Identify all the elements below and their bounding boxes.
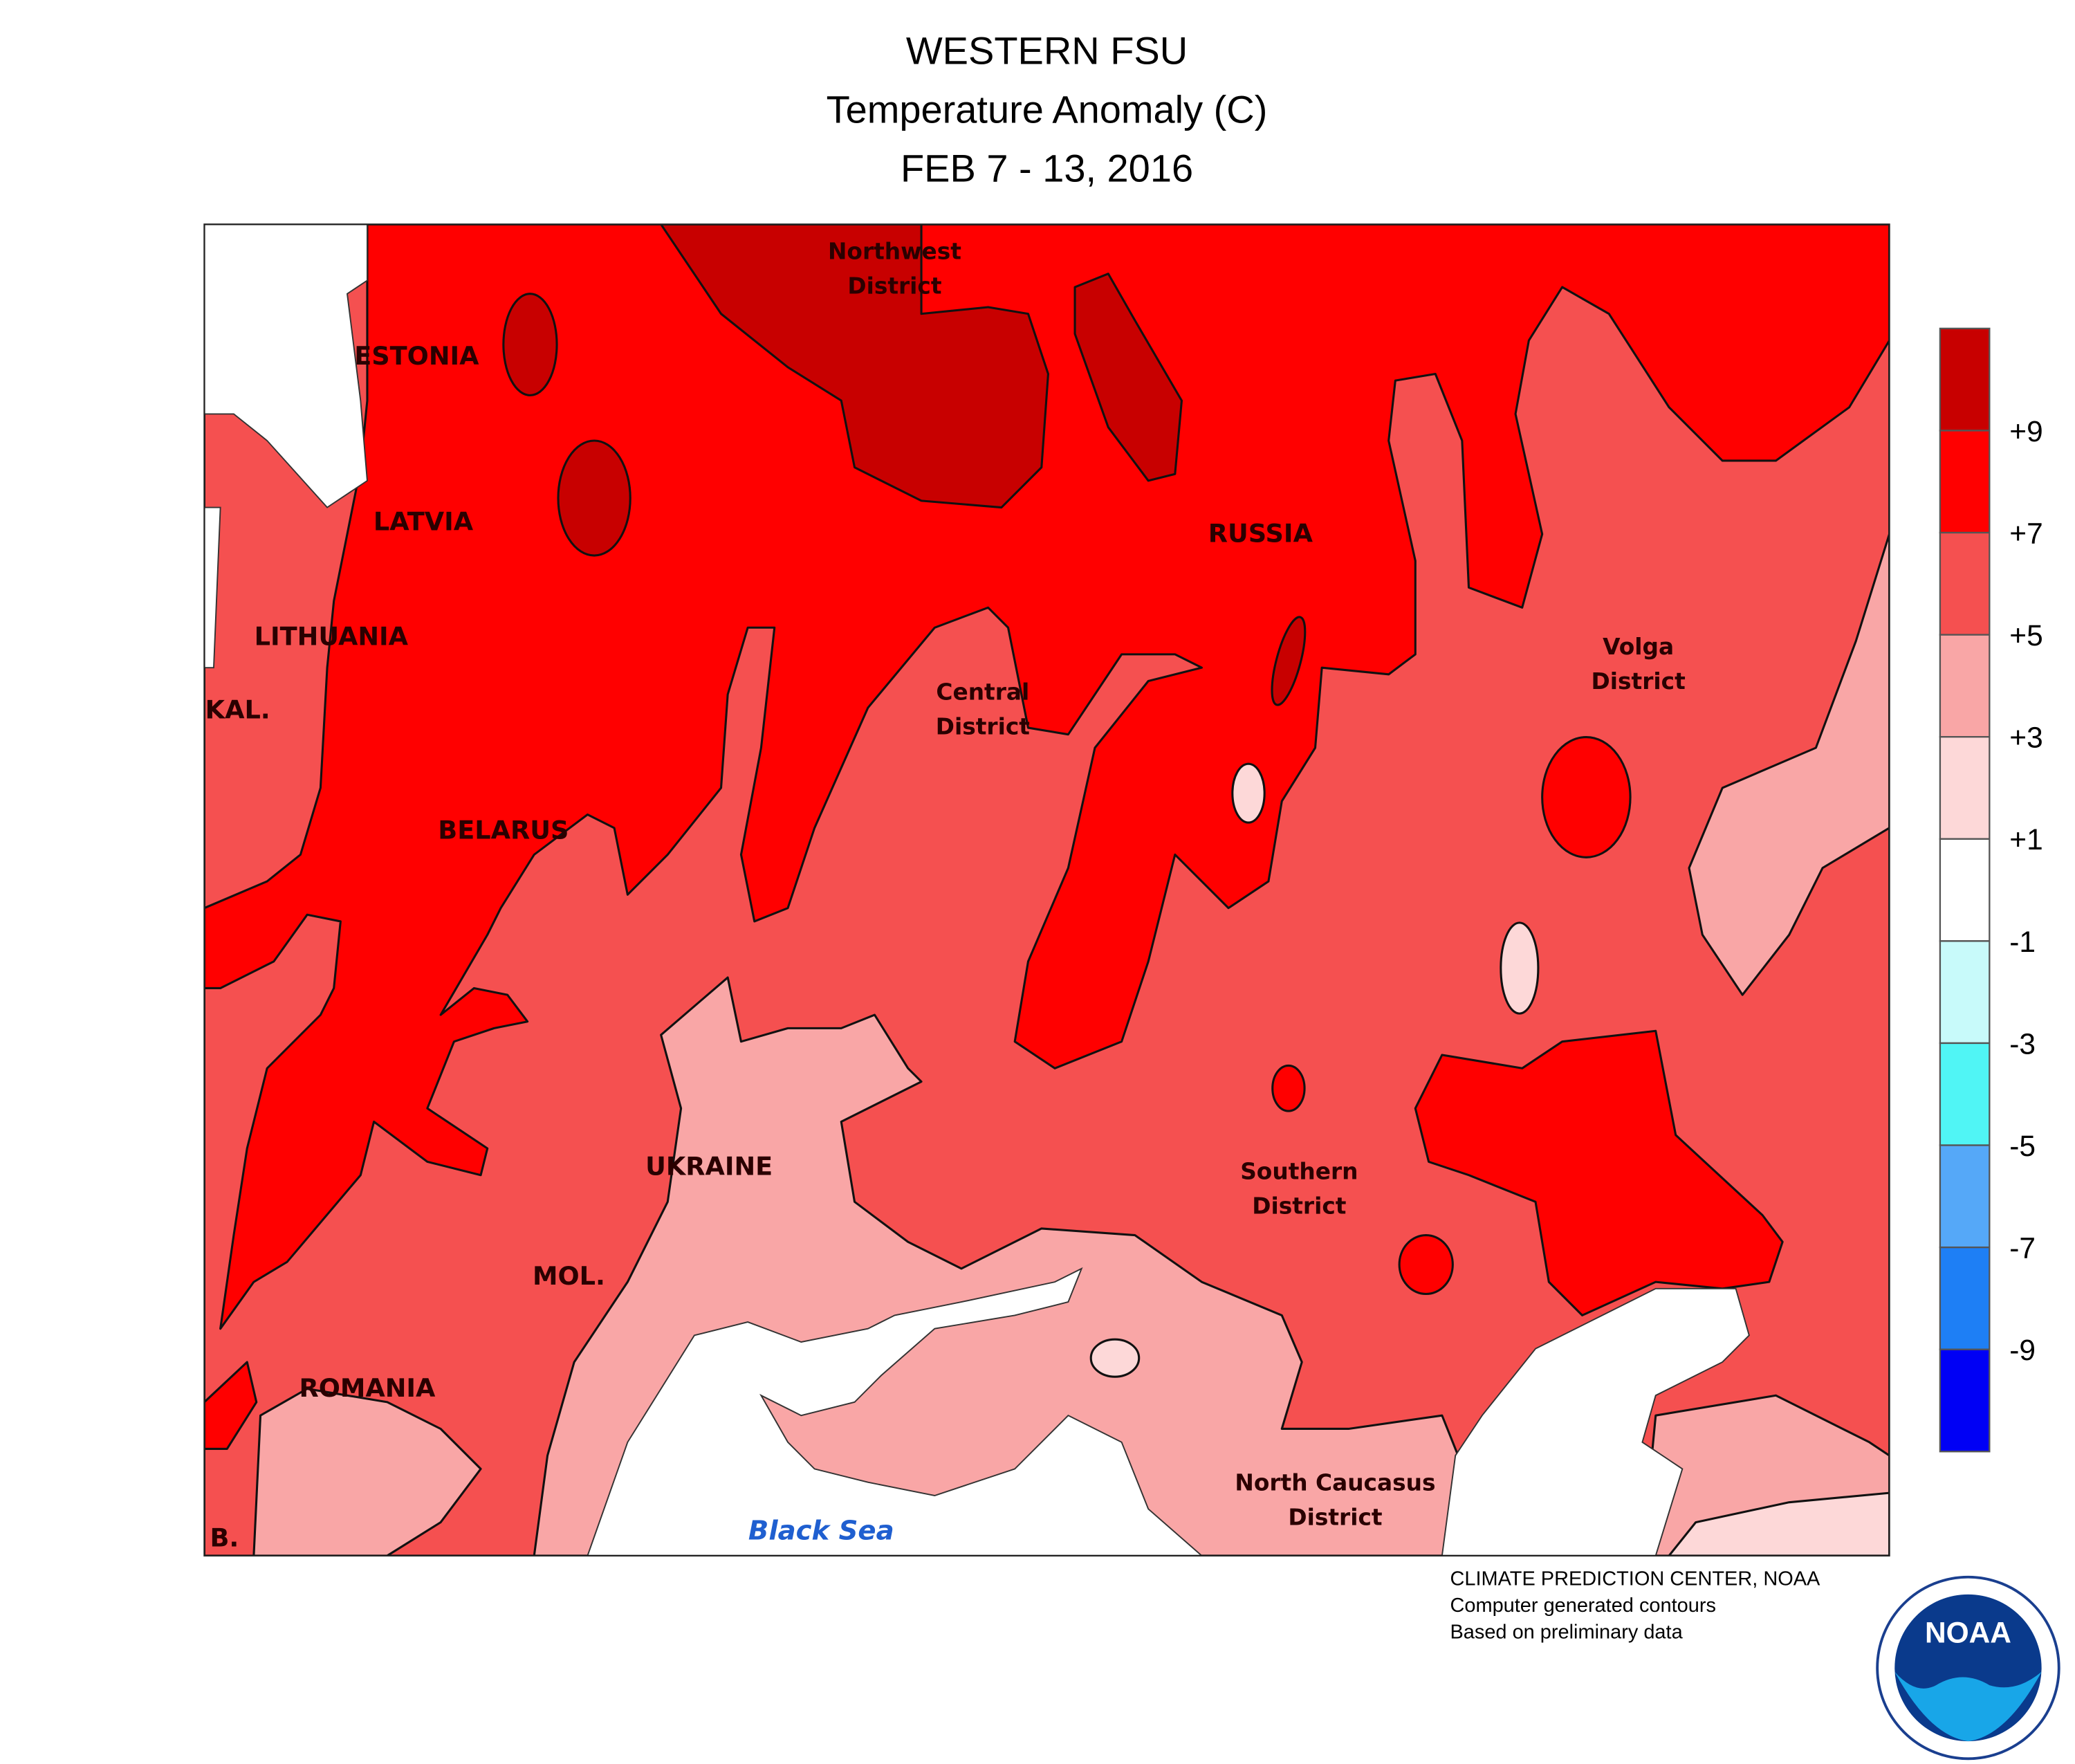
legend-label: -7 — [2009, 1232, 2036, 1265]
legend-label: +9 — [2009, 415, 2042, 448]
anomaly-zone — [1398, 1234, 1454, 1296]
credit: CLIMATE PREDICTION CENTER, NOAA — [1450, 1568, 1820, 1590]
anomaly-zone — [1073, 273, 1183, 482]
legend-swatch — [1939, 327, 1991, 432]
region-label: ROMANIA — [299, 1373, 436, 1403]
credit: Computer generated contours — [1450, 1595, 1715, 1617]
region-label: ESTONIA — [354, 341, 479, 371]
date: FEB 7 - 13, 2016 — [901, 147, 1193, 190]
legend-swatch — [1939, 1144, 1991, 1249]
legend-label: -3 — [2009, 1027, 2036, 1060]
anomaly-zone — [533, 976, 1484, 1556]
map-frame — [203, 223, 1890, 1557]
anomaly-zone — [557, 439, 631, 557]
logo-text: NOAA — [1925, 1616, 2011, 1648]
anomaly-zone — [1271, 1064, 1306, 1112]
region-label: LATVIA — [374, 506, 474, 536]
region-label: BELARUS — [438, 815, 569, 845]
legend-label: +5 — [2009, 619, 2042, 652]
caspian-sea — [1441, 1287, 1750, 1556]
legend-label: +1 — [2009, 823, 2042, 856]
district-label: North Caucasus — [1235, 1469, 1435, 1496]
legend-swatch — [1939, 430, 1991, 534]
region-label: LITHUANIA — [255, 621, 409, 651]
map — [204, 224, 1890, 1556]
legend-label: -9 — [2009, 1334, 2036, 1366]
sea-label: Black Sea — [748, 1516, 894, 1547]
legend-label: +7 — [2009, 517, 2042, 549]
district-label: District — [936, 714, 1030, 740]
region-label: RUSSIA — [1208, 519, 1313, 549]
legend-swatch — [1939, 1348, 1991, 1453]
anomaly-zone — [1089, 1338, 1141, 1378]
district-label: District — [1252, 1193, 1346, 1220]
region-label: B. — [210, 1523, 239, 1552]
noaa-logo: NOAA — [1876, 1575, 2060, 1761]
anomaly-zone — [1668, 1491, 1890, 1556]
district-label: District — [1592, 668, 1686, 695]
legend: +9 +7 +5 +3 +1 -1 -3 -5 -7 -9 — [1939, 327, 2043, 1453]
district-label: Northwest — [828, 238, 961, 264]
black-sea — [587, 1267, 1203, 1556]
region-label: MOL. — [533, 1261, 605, 1291]
legend-label: +3 — [2009, 722, 2042, 754]
legend-swatch — [1939, 1246, 1991, 1350]
anomaly-zone — [660, 224, 1049, 509]
anomaly-zone — [252, 1388, 482, 1556]
baltic-coast — [204, 506, 221, 669]
baltic-sea — [204, 224, 368, 508]
legend-swatch — [1939, 634, 1991, 738]
legend-label: -1 — [2009, 926, 2036, 958]
district-label: District — [847, 273, 941, 300]
legend-swatch — [1939, 940, 1991, 1045]
anomaly-zone — [204, 1361, 258, 1450]
district-label: Central — [936, 679, 1029, 706]
anomaly-zone — [1688, 533, 1890, 996]
legend-swatch — [1939, 838, 1991, 942]
anomaly-zone — [502, 293, 558, 396]
credit: Based on preliminary data — [1450, 1621, 1683, 1644]
anomaly-zone — [1541, 736, 1632, 858]
region-label: KAL. — [205, 695, 270, 725]
legend-swatch — [1939, 1042, 1991, 1146]
anomaly-zone — [1271, 616, 1307, 706]
legend-swatch — [1939, 531, 1991, 636]
district-label: Volga — [1603, 634, 1674, 660]
legend-label: -5 — [2009, 1130, 2036, 1162]
anomaly-zone — [1231, 762, 1266, 824]
region-label: UKRAINE — [645, 1152, 773, 1182]
subtitle: Temperature Anomaly (C) — [827, 88, 1268, 131]
district-label: District — [1288, 1504, 1382, 1530]
legend-swatch — [1939, 736, 1991, 840]
anomaly-zone — [1500, 921, 1540, 1015]
district-label: Southern — [1240, 1159, 1358, 1185]
title: WESTERN FSU — [906, 29, 1188, 73]
